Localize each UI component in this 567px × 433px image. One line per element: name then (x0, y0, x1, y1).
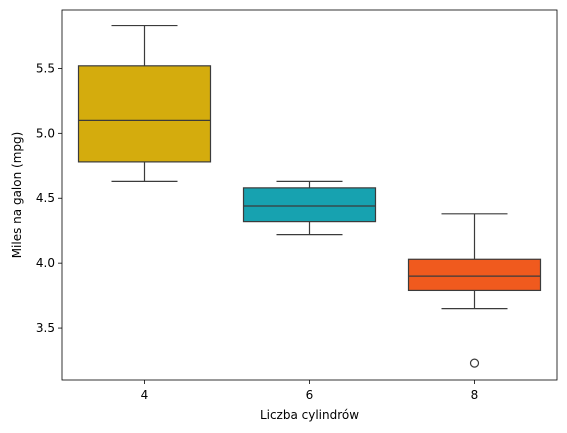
box-8 (407, 213, 542, 368)
box-body (242, 187, 377, 223)
y-axis: 3.5 4.0 4.5 5.0 5.5 (36, 61, 62, 335)
y-tick-label: 5.0 (36, 126, 55, 140)
y-axis-label: Miles na galon (mpg) (10, 132, 24, 259)
x-axis: 4 6 8 (141, 380, 479, 402)
y-tick-label: 3.5 (36, 321, 55, 335)
x-tick-label: 6 (306, 388, 314, 402)
box-6 (242, 180, 377, 236)
x-tick-label: 8 (471, 388, 479, 402)
x-axis-label: Liczba cylindrów (260, 408, 359, 422)
box-marks (77, 24, 542, 368)
x-tick-label: 4 (141, 388, 149, 402)
box-4 (77, 24, 212, 182)
plot-frame (61, 9, 558, 381)
y-tick-label: 4.5 (36, 191, 55, 205)
y-tick-label: 5.5 (36, 61, 55, 75)
outlier-point (469, 358, 480, 368)
box-body (407, 258, 542, 292)
box-body (77, 65, 212, 163)
y-tick-label: 4.0 (36, 256, 55, 270)
